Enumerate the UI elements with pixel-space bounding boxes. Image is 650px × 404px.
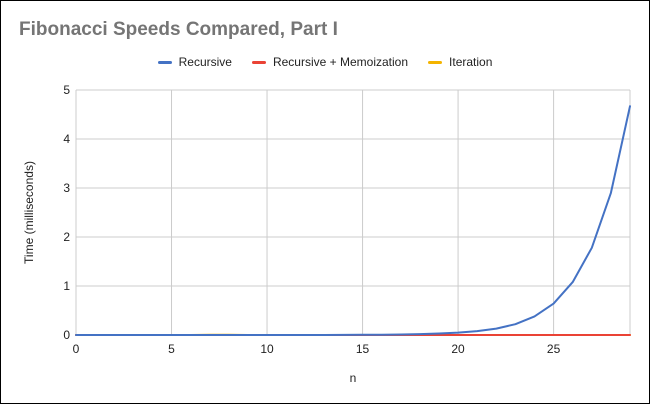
legend-swatch-iteration — [428, 60, 443, 64]
y-tick-label: 4 — [63, 132, 70, 146]
y-tick-label: 3 — [63, 181, 70, 195]
legend-label-memoization: Recursive + Memoization — [272, 55, 409, 69]
x-tick-label: 25 — [547, 342, 561, 356]
y-tick-label: 0 — [63, 328, 70, 342]
chart-title: Fibonacci Speeds Compared, Part I — [19, 19, 338, 40]
x-tick-label: 20 — [451, 342, 465, 356]
x-tick-labels: 0 5 10 15 20 25 — [73, 342, 561, 356]
x-tick-label: 15 — [356, 342, 370, 356]
y-tick-labels: 0 1 2 3 4 5 — [63, 83, 70, 342]
legend-swatch-memoization — [251, 60, 266, 64]
series-line-recursive — [75, 105, 631, 336]
y-tick-label: 2 — [63, 230, 70, 244]
legend-swatch-recursive — [157, 60, 172, 64]
legend: Recursive Recursive + Memoization Iterat… — [0, 55, 650, 69]
series-lines — [75, 105, 631, 336]
legend-item-recursive: Recursive — [157, 55, 232, 69]
x-tick-label: 5 — [168, 342, 175, 356]
x-axis-title: n — [350, 371, 357, 385]
y-tick-label: 5 — [63, 83, 70, 97]
x-tick-label: 10 — [260, 342, 274, 356]
legend-item-memoization: Recursive + Memoization — [251, 55, 409, 69]
grid-lines — [75, 89, 631, 336]
legend-label-iteration: Iteration — [449, 55, 493, 69]
legend-item-iteration: Iteration — [428, 55, 492, 69]
x-tick-label: 0 — [73, 342, 80, 356]
y-axis-title: Time (milliseconds) — [22, 161, 36, 264]
legend-label-recursive: Recursive — [178, 55, 232, 69]
y-tick-label: 1 — [63, 279, 70, 293]
